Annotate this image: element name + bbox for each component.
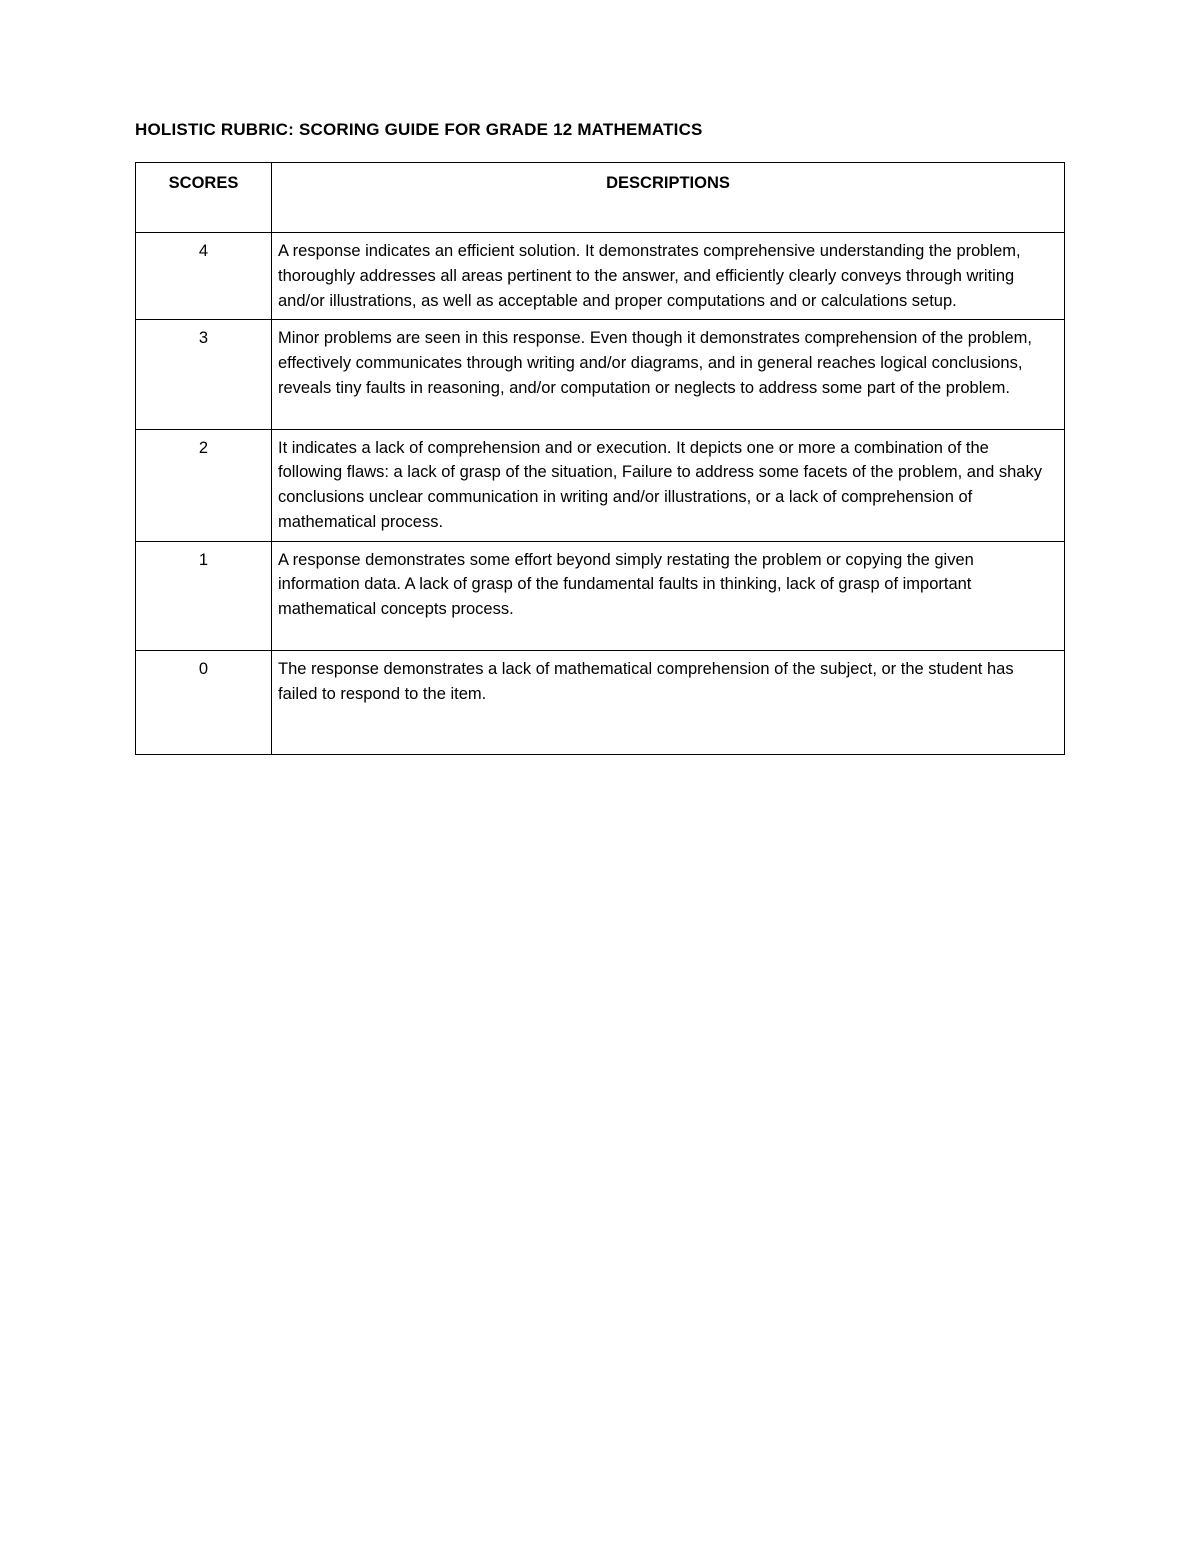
score-description: A response demonstrates some effort beyo… (272, 541, 1065, 650)
score-description: It indicates a lack of comprehension and… (272, 429, 1065, 541)
score-value: 2 (136, 429, 272, 541)
table-row: 2 It indicates a lack of comprehension a… (136, 429, 1065, 541)
score-description: The response demonstrates a lack of math… (272, 650, 1065, 755)
document-title: HOLISTIC RUBRIC: SCORING GUIDE FOR GRADE… (135, 120, 1065, 140)
table-row: 0 The response demonstrates a lack of ma… (136, 650, 1065, 755)
table-row: 1 A response demonstrates some effort be… (136, 541, 1065, 650)
rubric-table: SCORES DESCRIPTIONS 4 A response indicat… (135, 162, 1065, 755)
column-header-scores: SCORES (136, 163, 272, 233)
score-description: Minor problems are seen in this response… (272, 320, 1065, 429)
score-description: A response indicates an efficient soluti… (272, 233, 1065, 320)
column-header-descriptions: DESCRIPTIONS (272, 163, 1065, 233)
score-value: 0 (136, 650, 272, 755)
table-row: 3 Minor problems are seen in this respon… (136, 320, 1065, 429)
score-value: 4 (136, 233, 272, 320)
score-value: 3 (136, 320, 272, 429)
score-value: 1 (136, 541, 272, 650)
table-row: 4 A response indicates an efficient solu… (136, 233, 1065, 320)
